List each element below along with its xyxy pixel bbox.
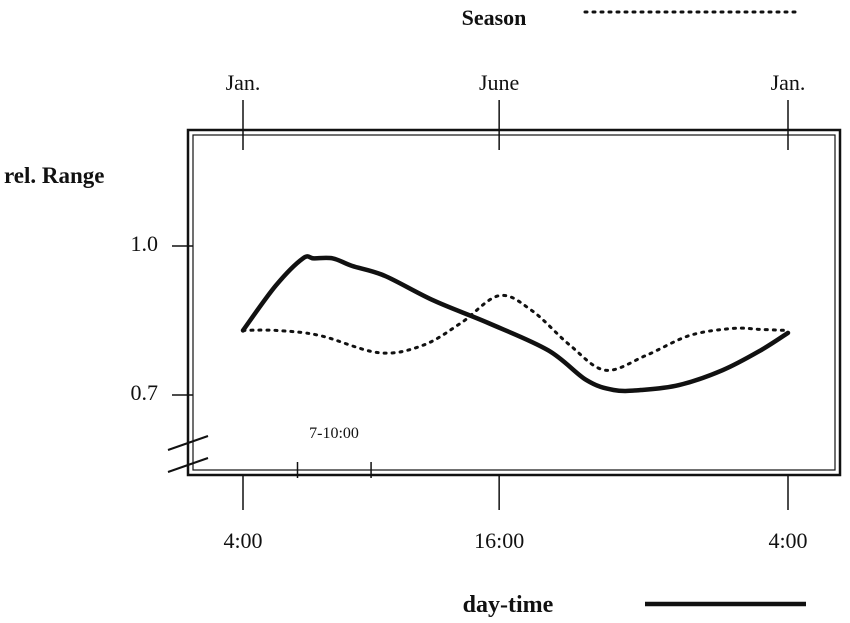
bottom-tick-label: 4:00 [768, 528, 807, 553]
bottom-tick-label: 16:00 [474, 528, 524, 553]
series-season-line [241, 293, 790, 372]
top-tick-label: Jan. [226, 70, 261, 95]
y-axis-break-upper [167, 435, 209, 451]
series-daytime-line [240, 254, 791, 394]
legend-season-label: Season [462, 5, 527, 30]
top-tick-label: June [479, 70, 519, 95]
legend-daytime-label: day-time [463, 592, 554, 618]
annotation-7-10: 7-10:00 [309, 425, 359, 442]
y-tick-label: 0.7 [131, 380, 159, 405]
plot-frame-outer [186, 128, 842, 477]
top-tick-label: Jan. [771, 70, 806, 95]
y-axis-break-lower [167, 457, 209, 473]
plot-frame-inner [192, 134, 836, 471]
y-axis-title: rel. Range [4, 163, 105, 188]
bottom-tick-label: 4:00 [223, 528, 262, 553]
y-tick-label: 1.0 [131, 231, 159, 256]
